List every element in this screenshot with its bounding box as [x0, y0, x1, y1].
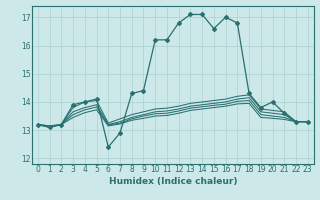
- X-axis label: Humidex (Indice chaleur): Humidex (Indice chaleur): [108, 177, 237, 186]
